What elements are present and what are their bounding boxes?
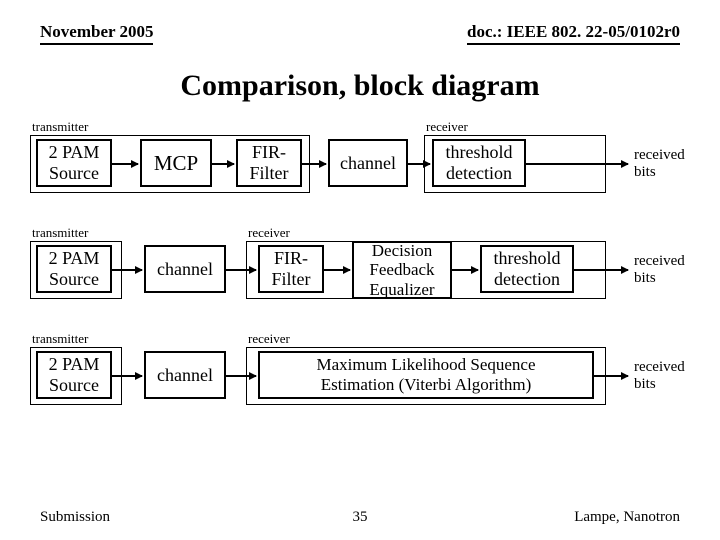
out-label-3: receivedbits: [634, 359, 685, 392]
footer: Submission 35 Lampe, Nanotron: [0, 509, 720, 526]
header: November 2005 doc.: IEEE 802. 22-05/0102…: [0, 0, 720, 45]
group-label-transmitter: transmitter: [32, 119, 88, 135]
box-channel-1: channel: [328, 139, 408, 187]
box-threshold-1: thresholddetection: [432, 139, 526, 187]
arrow-1-1: [112, 163, 138, 165]
group-label-transmitter-3: transmitter: [32, 331, 88, 347]
header-left: November 2005: [40, 22, 153, 45]
box-channel-3: channel: [144, 351, 226, 399]
arrow-2-5: [574, 269, 628, 271]
group-label-receiver: receiver: [426, 119, 468, 135]
group-label-transmitter-2: transmitter: [32, 225, 88, 241]
arrow-1-4: [408, 163, 430, 165]
arrow-3-1: [112, 375, 142, 377]
group-label-receiver-3: receiver: [248, 331, 290, 347]
out-label-1: receivedbits: [634, 147, 685, 180]
box-pam-source-3: 2 PAMSource: [36, 351, 112, 399]
arrow-1-3: [302, 163, 326, 165]
row-3: transmitter receiver 2 PAMSource channel…: [0, 333, 720, 411]
box-mcp: MCP: [140, 139, 212, 187]
arrow-3-3: [594, 375, 628, 377]
box-fir-2: FIR-Filter: [258, 245, 324, 293]
box-pam-source-1: 2 PAMSource: [36, 139, 112, 187]
footer-page: 35: [353, 509, 368, 526]
box-pam-source-2: 2 PAMSource: [36, 245, 112, 293]
box-dfe: DecisionFeedbackEqualizer: [352, 241, 452, 299]
box-fir-1: FIR-Filter: [236, 139, 302, 187]
arrow-2-4: [452, 269, 478, 271]
out-label-2: receivedbits: [634, 253, 685, 286]
group-label-receiver-2: receiver: [248, 225, 290, 241]
box-mlse: Maximum Likelihood SequenceEstimation (V…: [258, 351, 594, 399]
arrow-2-2: [226, 269, 256, 271]
page-title: Comparison, block diagram: [0, 69, 720, 103]
arrow-1-2: [212, 163, 234, 165]
box-threshold-2: thresholddetection: [480, 245, 574, 293]
row-1: transmitter receiver 2 PAMSource MCP FIR…: [0, 121, 720, 199]
footer-right: Lampe, Nanotron: [574, 509, 680, 526]
footer-left: Submission: [40, 509, 110, 526]
arrow-2-1: [112, 269, 142, 271]
header-right: doc.: IEEE 802. 22-05/0102r0: [467, 22, 680, 45]
box-channel-2: channel: [144, 245, 226, 293]
arrow-2-3: [324, 269, 350, 271]
row-2: transmitter receiver 2 PAMSource channel…: [0, 227, 720, 305]
arrow-3-2: [226, 375, 256, 377]
arrow-1-5: [526, 163, 628, 165]
